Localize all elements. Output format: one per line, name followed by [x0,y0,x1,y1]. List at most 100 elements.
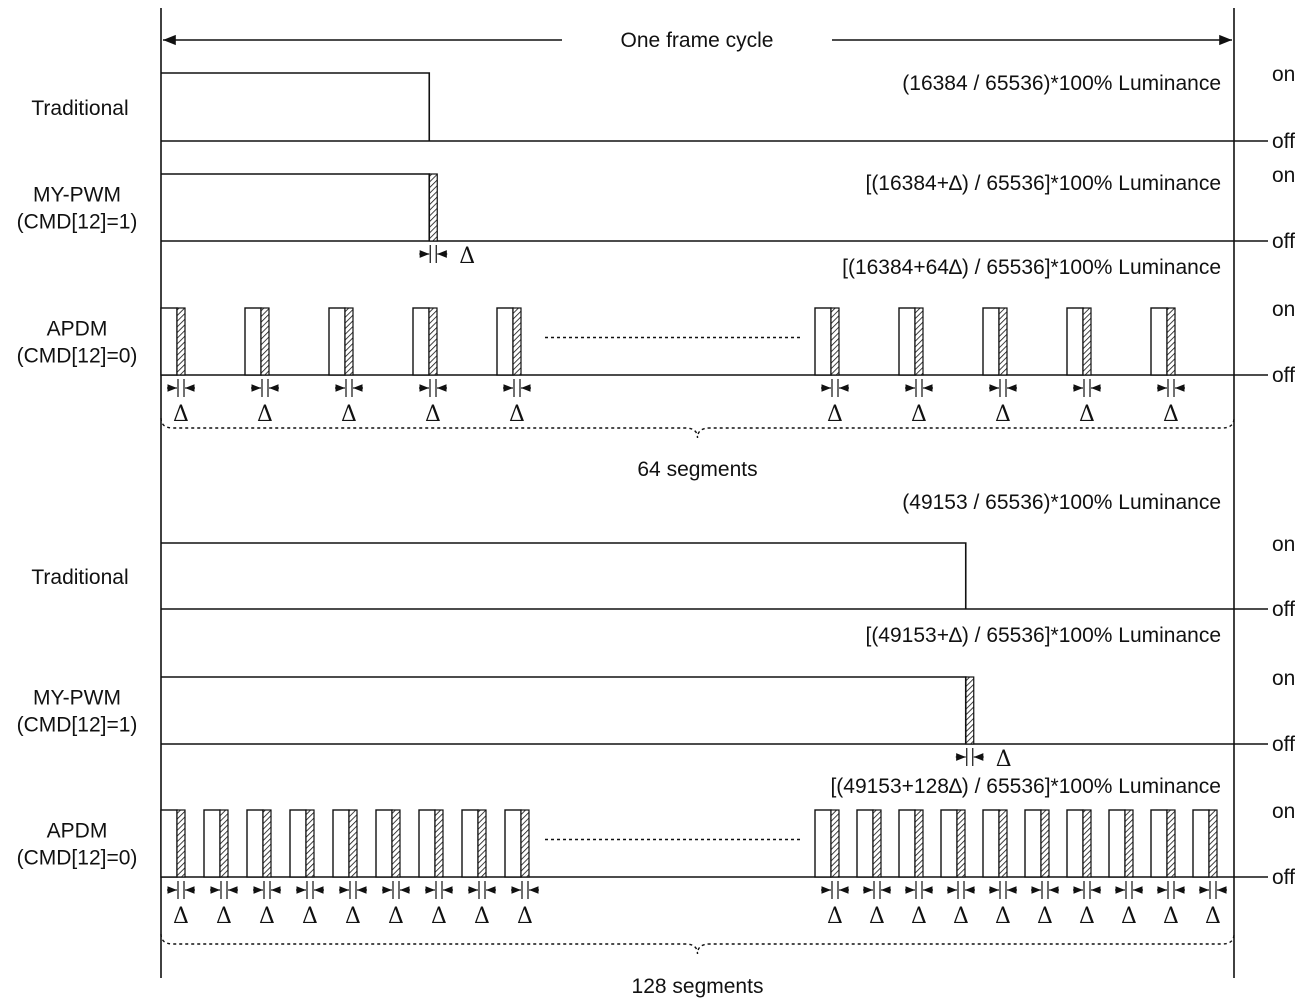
section-2-mypwm-delta-extension [965,676,975,745]
section-1-apdm-label-line2: (CMD[12]=0) [17,345,138,368]
section-2-apdm-pulse-19-delta-symbol: Δ [1205,904,1221,929]
section-2-mypwm-off-label: off [1272,733,1295,756]
section-1-apdm-pulse-6 [814,307,832,376]
section-1-apdm-pulse-5-delta-symbol: Δ [509,402,525,427]
section-1-apdm-on-label: on [1272,298,1295,321]
section-2-apdm-segments-label: 128 segments [632,975,764,998]
section-2-apdm-pulse-17 [1108,809,1126,878]
section-2-apdm-pulse-13 [940,809,958,878]
section-2-apdm-segment-brace [160,933,1235,955]
section-1-traditional-off-label: off [1272,130,1295,153]
section-1-apdm-pulse-6-delta-symbol: Δ [827,402,843,427]
section-2-apdm-pulse-19 [1192,809,1210,878]
section-2-apdm-pulse-10-delta [830,809,840,878]
section-1-mypwm-pulse [161,173,431,241]
section-2-apdm-pulse-18-delta [1166,809,1176,878]
section-1-apdm-pulse-4 [412,307,430,376]
section-2-apdm-pulse-3 [246,809,264,878]
section-2-apdm-pulse-7-delta [434,809,444,878]
section-1-apdm-pulse-8 [982,307,1000,376]
section-2-apdm-pulse-16-delta [1082,809,1092,878]
section-1-apdm-pulse-10-delta-symbol: Δ [1163,402,1179,427]
section-2-apdm-pulse-9 [504,809,522,878]
section-2-traditional-label: Traditional [31,566,128,589]
section-2-apdm-pulse-3-delta [262,809,272,878]
section-1-traditional-annotation: (16384 / 65536)*100% Luminance [902,72,1221,95]
section-1-apdm-annotation: [(16384+64∆) / 65536]*100% Luminance [842,256,1221,279]
section-2-mypwm-on-label: on [1272,667,1295,690]
section-1-mypwm-delta-symbol: Δ [459,244,475,269]
section-1-mypwm-delta-extension [428,173,438,242]
section-1-apdm-pulse-4-delta-symbol: Δ [425,402,441,427]
section-1-apdm-pulse-2-delta [260,307,270,376]
section-2-mypwm-annotation: [(49153+∆) / 65536]*100% Luminance [865,624,1221,647]
section-1-apdm-pulse-4-delta [428,307,438,376]
section-1-apdm-label-line1: APDM [47,318,108,341]
section-1-apdm-pulse-2-delta-symbol: Δ [257,402,273,427]
section-2-apdm-pulse-9-delta [520,809,530,878]
section-1-mypwm-label-line2: (CMD[12]=1) [17,211,138,234]
section-2-apdm-pulse-16 [1066,809,1084,878]
section-1-apdm-pulse-6-delta [830,307,840,376]
section-2-apdm-pulse-17-delta [1124,809,1134,878]
section-2-traditional-pulse [161,542,967,609]
section-2-apdm-off-label: off [1272,866,1295,889]
section-2-apdm-pulse-5-delta-symbol: Δ [345,904,361,929]
section-1-apdm-pulse-10 [1150,307,1168,376]
section-1-apdm-pulse-9-delta-symbol: Δ [1079,402,1095,427]
section-1-traditional-on-label: on [1272,63,1295,86]
section-2-apdm-pulse-2 [203,809,221,878]
section-1-apdm-pulse-3-delta [344,307,354,376]
section-2-apdm-pulse-6 [375,809,393,878]
section-2-apdm-pulse-8-delta [477,809,487,878]
section-2-apdm-pulse-9-delta-symbol: Δ [517,904,533,929]
section-1-apdm-pulse-8-delta-symbol: Δ [995,402,1011,427]
section-2-apdm-pulse-15-delta-symbol: Δ [1037,904,1053,929]
section-2-apdm-pulse-12 [898,809,916,878]
section-2-apdm-pulse-1-delta [176,809,186,878]
section-2-apdm-pulse-4-delta [305,809,315,878]
section-1-apdm-pulse-3-delta-symbol: Δ [341,402,357,427]
section-1-traditional-pulse [161,72,431,141]
section-2-apdm-pulse-5-delta [348,809,358,878]
section-1-mypwm-label-line1: MY-PWM [33,184,121,207]
section-2-mypwm-label-line1: MY-PWM [33,687,121,710]
section-1-apdm-pulse-5-delta [512,307,522,376]
section-2-apdm-pulse-7 [418,809,436,878]
section-1-apdm-pulse-1 [160,307,178,376]
section-2-apdm-pulse-13-delta-symbol: Δ [953,904,969,929]
section-2-apdm-pulse-1-delta-symbol: Δ [173,904,189,929]
timing-rows: Traditional on off (16384 / 65536)*100% Lum… [17,63,1296,998]
section-1-apdm-off-label: off [1272,364,1295,387]
section-2-apdm-pulse-10-delta-symbol: Δ [827,904,843,929]
section-2-traditional-on-label: on [1272,533,1295,556]
section-2-apdm-pulse-6-delta-symbol: Δ [388,904,404,929]
section-1-apdm-pulse-5 [496,307,514,376]
section-2-apdm-pulse-12-delta-symbol: Δ [911,904,927,929]
section-1-apdm-pulse-8-delta [998,307,1008,376]
section-1-apdm-pulse-9-delta [1082,307,1092,376]
section-2-apdm-pulse-19-delta [1208,809,1218,878]
section-2-traditional-off-label: off [1272,598,1295,621]
section-1-mypwm-on-label: on [1272,164,1295,187]
section-2-apdm-pulse-6-delta [391,809,401,878]
section-2-apdm-pulse-8 [461,809,479,878]
section-1-apdm-pulse-2 [244,307,262,376]
section-1-apdm-segment-brace [160,417,1235,439]
section-2-apdm-pulse-8-delta-symbol: Δ [474,904,490,929]
section-2-apdm-pulse-3-delta-symbol: Δ [259,904,275,929]
section-2-apdm-pulse-11 [856,809,874,878]
section-2-apdm-pulse-5 [332,809,350,878]
section-1-apdm-pulse-7-delta-symbol: Δ [911,402,927,427]
section-2-apdm-annotation: [(49153+128∆) / 65536]*100% Luminance [830,775,1221,798]
section-2-apdm-pulse-12-delta [914,809,924,878]
section-1-apdm-segments-label: 64 segments [637,458,757,481]
section-2-apdm-pulse-4-delta-symbol: Δ [302,904,318,929]
section-2-apdm-pulse-16-delta-symbol: Δ [1079,904,1095,929]
section-1-apdm-pulse-7-delta [914,307,924,376]
section-1-traditional-label: Traditional [31,97,128,120]
section-2-apdm-pulse-2-delta-symbol: Δ [216,904,232,929]
section-1-apdm-pulse-1-delta [176,307,186,376]
section-1-apdm-pulse-9 [1066,307,1084,376]
section-2-apdm-pulse-18-delta-symbol: Δ [1163,904,1179,929]
